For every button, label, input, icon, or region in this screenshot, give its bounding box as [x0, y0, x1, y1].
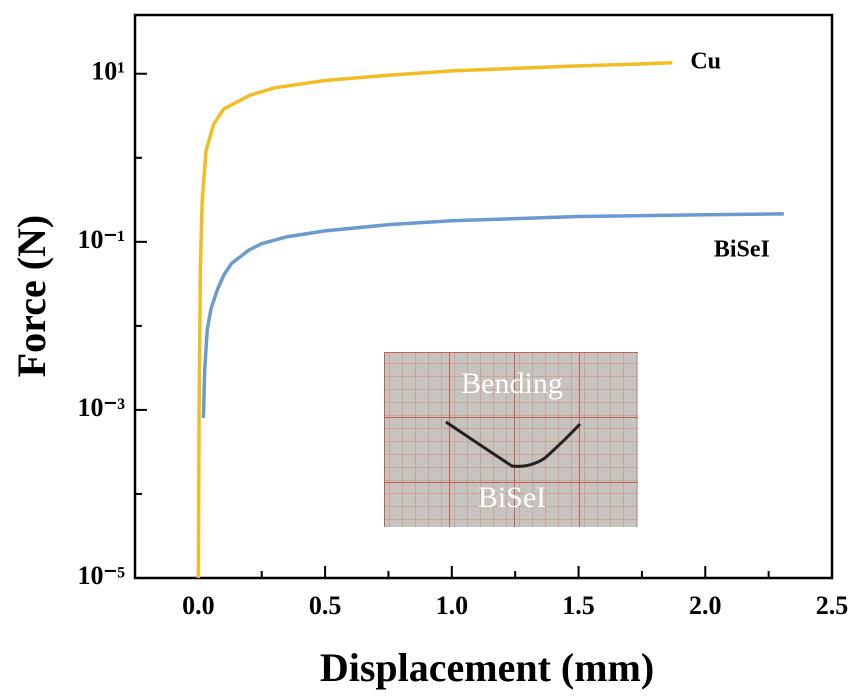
x-tick-label: 1.0	[436, 591, 469, 620]
inset-sample	[445, 420, 582, 468]
x-tick-label: 2.5	[816, 591, 849, 620]
y-tick-label: 10⁻¹	[77, 225, 125, 254]
x-tick-label: 1.5	[562, 591, 595, 620]
x-tick-label: 0.5	[309, 591, 342, 620]
series-label: Cu	[690, 48, 721, 74]
y-axis-label: Force (N)	[9, 215, 54, 378]
x-axis-label: Displacement (mm)	[320, 645, 654, 690]
series-line	[201, 212, 784, 419]
y-tick-label: 10⁻⁵	[77, 561, 125, 590]
inset-text: Bending	[461, 367, 563, 400]
y-tick-label: 10⁻³	[77, 393, 125, 422]
series-line	[196, 61, 673, 579]
inset: Bending BiSeI	[384, 352, 638, 527]
x-tick-label: 2.0	[689, 591, 722, 620]
plot-frame	[133, 13, 834, 580]
x-tick-label: 0.0	[182, 591, 215, 620]
inset-text: BiSeI	[478, 481, 546, 514]
inset-grid	[384, 352, 638, 527]
y-tick-label: 10¹	[91, 57, 125, 86]
series-label: BiSeI	[714, 236, 770, 262]
